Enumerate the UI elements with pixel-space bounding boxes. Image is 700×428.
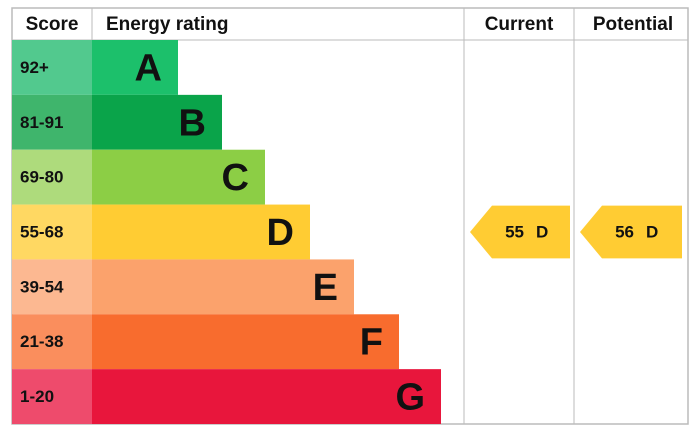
score-cell bbox=[12, 259, 92, 315]
score-label: 1-20 bbox=[20, 387, 54, 406]
rating-letter: C bbox=[222, 157, 249, 199]
score-label: 92+ bbox=[20, 58, 49, 77]
rating-bar bbox=[92, 94, 222, 150]
current-letter: D bbox=[536, 222, 548, 241]
score-cell bbox=[12, 369, 92, 424]
rating-bar bbox=[92, 149, 265, 205]
score-label: 39-54 bbox=[20, 277, 64, 296]
rating-bar bbox=[92, 314, 399, 370]
score-cell bbox=[12, 314, 92, 370]
current-value: 55 bbox=[505, 222, 524, 241]
header-potential: Potential bbox=[593, 14, 673, 35]
score-label: 81-91 bbox=[20, 113, 63, 132]
rating-bar bbox=[92, 259, 354, 315]
header-current: Current bbox=[485, 14, 554, 35]
rating-letter: F bbox=[360, 322, 383, 364]
rating-bar bbox=[92, 204, 310, 260]
rating-bar bbox=[92, 369, 441, 424]
header-rating: Energy rating bbox=[106, 14, 228, 35]
score-cell bbox=[12, 40, 92, 95]
potential-letter: D bbox=[646, 222, 658, 241]
rating-letter: B bbox=[179, 102, 206, 144]
score-label: 55-68 bbox=[20, 222, 63, 241]
score-cell bbox=[12, 94, 92, 150]
potential-value: 56 bbox=[615, 222, 634, 241]
rating-letter: D bbox=[267, 212, 294, 254]
rating-bar bbox=[92, 40, 178, 95]
rating-letter: E bbox=[313, 267, 338, 309]
score-label: 21-38 bbox=[20, 332, 63, 351]
rating-letter: G bbox=[395, 377, 425, 419]
header-score: Score bbox=[26, 14, 79, 35]
score-cell bbox=[12, 149, 92, 205]
score-label: 69-80 bbox=[20, 168, 63, 187]
score-cell bbox=[12, 204, 92, 260]
rating-letter: A bbox=[135, 47, 162, 89]
current-pointer bbox=[470, 205, 570, 259]
potential-pointer bbox=[580, 205, 682, 259]
